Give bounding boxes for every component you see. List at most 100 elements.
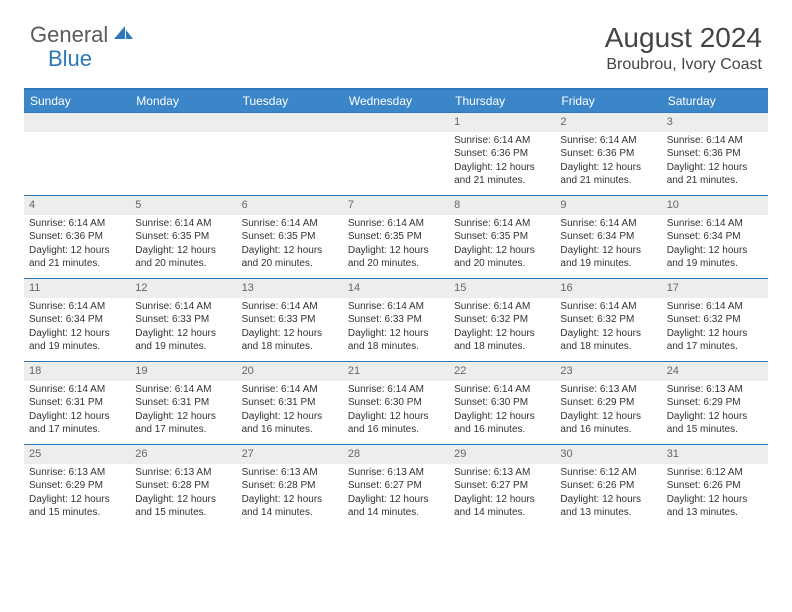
- daylight-text: Daylight: 12 hours and 21 minutes.: [560, 161, 656, 188]
- sunrise-text: Sunrise: 6:14 AM: [454, 383, 550, 397]
- day-number: 23: [555, 362, 661, 381]
- day-cell: 8Sunrise: 6:14 AMSunset: 6:35 PMDaylight…: [449, 196, 555, 278]
- sunrise-text: Sunrise: 6:13 AM: [348, 466, 444, 480]
- sunrise-text: Sunrise: 6:14 AM: [135, 300, 231, 314]
- day-body: Sunrise: 6:14 AMSunset: 6:30 PMDaylight:…: [449, 381, 555, 441]
- day-body: Sunrise: 6:12 AMSunset: 6:26 PMDaylight:…: [555, 464, 661, 524]
- sunset-text: Sunset: 6:30 PM: [454, 396, 550, 410]
- day-number: 12: [130, 279, 236, 298]
- day-cell: 23Sunrise: 6:13 AMSunset: 6:29 PMDayligh…: [555, 362, 661, 444]
- daylight-text: Daylight: 12 hours and 13 minutes.: [560, 493, 656, 520]
- day-cell: 22Sunrise: 6:14 AMSunset: 6:30 PMDayligh…: [449, 362, 555, 444]
- day-number: 3: [662, 113, 768, 132]
- calendar: Sunday Monday Tuesday Wednesday Thursday…: [24, 88, 768, 527]
- day-cell: 13Sunrise: 6:14 AMSunset: 6:33 PMDayligh…: [237, 279, 343, 361]
- day-body: Sunrise: 6:14 AMSunset: 6:31 PMDaylight:…: [130, 381, 236, 441]
- sunset-text: Sunset: 6:33 PM: [348, 313, 444, 327]
- sunrise-text: Sunrise: 6:14 AM: [667, 134, 763, 148]
- day-cell: 26Sunrise: 6:13 AMSunset: 6:28 PMDayligh…: [130, 445, 236, 527]
- weekday-header: Monday: [130, 90, 236, 112]
- day-body: Sunrise: 6:13 AMSunset: 6:29 PMDaylight:…: [662, 381, 768, 441]
- day-cell: 6Sunrise: 6:14 AMSunset: 6:35 PMDaylight…: [237, 196, 343, 278]
- sunrise-text: Sunrise: 6:14 AM: [348, 383, 444, 397]
- daylight-text: Daylight: 12 hours and 17 minutes.: [667, 327, 763, 354]
- sunrise-text: Sunrise: 6:14 AM: [242, 217, 338, 231]
- sunset-text: Sunset: 6:29 PM: [667, 396, 763, 410]
- day-body: Sunrise: 6:14 AMSunset: 6:36 PMDaylight:…: [449, 132, 555, 192]
- day-cell: [24, 113, 130, 195]
- day-cell: 21Sunrise: 6:14 AMSunset: 6:30 PMDayligh…: [343, 362, 449, 444]
- sunset-text: Sunset: 6:32 PM: [560, 313, 656, 327]
- sunrise-text: Sunrise: 6:14 AM: [29, 383, 125, 397]
- day-number: 24: [662, 362, 768, 381]
- title-block: August 2024 Broubrou, Ivory Coast: [605, 22, 762, 74]
- day-body: Sunrise: 6:14 AMSunset: 6:35 PMDaylight:…: [130, 215, 236, 275]
- day-cell: 16Sunrise: 6:14 AMSunset: 6:32 PMDayligh…: [555, 279, 661, 361]
- daylight-text: Daylight: 12 hours and 19 minutes.: [29, 327, 125, 354]
- day-number: 10: [662, 196, 768, 215]
- day-number: 26: [130, 445, 236, 464]
- daylight-text: Daylight: 12 hours and 14 minutes.: [454, 493, 550, 520]
- daylight-text: Daylight: 12 hours and 17 minutes.: [135, 410, 231, 437]
- sunrise-text: Sunrise: 6:14 AM: [29, 217, 125, 231]
- sunrise-text: Sunrise: 6:13 AM: [667, 383, 763, 397]
- day-number: 2: [555, 113, 661, 132]
- daylight-text: Daylight: 12 hours and 19 minutes.: [135, 327, 231, 354]
- sunset-text: Sunset: 6:29 PM: [29, 479, 125, 493]
- day-number: 25: [24, 445, 130, 464]
- day-body: Sunrise: 6:14 AMSunset: 6:32 PMDaylight:…: [555, 298, 661, 358]
- weekday-header: Sunday: [24, 90, 130, 112]
- day-cell: 31Sunrise: 6:12 AMSunset: 6:26 PMDayligh…: [662, 445, 768, 527]
- day-cell: 11Sunrise: 6:14 AMSunset: 6:34 PMDayligh…: [24, 279, 130, 361]
- sunset-text: Sunset: 6:31 PM: [29, 396, 125, 410]
- day-number: 18: [24, 362, 130, 381]
- sunrise-text: Sunrise: 6:14 AM: [348, 300, 444, 314]
- weekday-header: Wednesday: [343, 90, 449, 112]
- sunrise-text: Sunrise: 6:12 AM: [667, 466, 763, 480]
- day-cell: 5Sunrise: 6:14 AMSunset: 6:35 PMDaylight…: [130, 196, 236, 278]
- daylight-text: Daylight: 12 hours and 21 minutes.: [29, 244, 125, 271]
- sunset-text: Sunset: 6:26 PM: [560, 479, 656, 493]
- day-number: 30: [555, 445, 661, 464]
- sunset-text: Sunset: 6:35 PM: [242, 230, 338, 244]
- day-cell: 20Sunrise: 6:14 AMSunset: 6:31 PMDayligh…: [237, 362, 343, 444]
- sunrise-text: Sunrise: 6:14 AM: [242, 383, 338, 397]
- day-cell: 7Sunrise: 6:14 AMSunset: 6:35 PMDaylight…: [343, 196, 449, 278]
- sunset-text: Sunset: 6:27 PM: [454, 479, 550, 493]
- day-cell: 10Sunrise: 6:14 AMSunset: 6:34 PMDayligh…: [662, 196, 768, 278]
- daylight-text: Daylight: 12 hours and 15 minutes.: [667, 410, 763, 437]
- sunrise-text: Sunrise: 6:14 AM: [454, 134, 550, 148]
- day-number: 19: [130, 362, 236, 381]
- day-cell: 3Sunrise: 6:14 AMSunset: 6:36 PMDaylight…: [662, 113, 768, 195]
- day-number-blank: [343, 113, 449, 132]
- day-cell: 29Sunrise: 6:13 AMSunset: 6:27 PMDayligh…: [449, 445, 555, 527]
- logo-sail-icon: [112, 24, 134, 47]
- daylight-text: Daylight: 12 hours and 14 minutes.: [348, 493, 444, 520]
- day-cell: [130, 113, 236, 195]
- daylight-text: Daylight: 12 hours and 18 minutes.: [348, 327, 444, 354]
- sunset-text: Sunset: 6:35 PM: [348, 230, 444, 244]
- header: General Blue August 2024 Broubrou, Ivory…: [0, 0, 792, 82]
- day-number: 16: [555, 279, 661, 298]
- week-row: 11Sunrise: 6:14 AMSunset: 6:34 PMDayligh…: [24, 278, 768, 361]
- day-number: 21: [343, 362, 449, 381]
- day-body: Sunrise: 6:14 AMSunset: 6:36 PMDaylight:…: [662, 132, 768, 192]
- sunrise-text: Sunrise: 6:14 AM: [454, 300, 550, 314]
- day-body: Sunrise: 6:14 AMSunset: 6:33 PMDaylight:…: [237, 298, 343, 358]
- sunrise-text: Sunrise: 6:14 AM: [454, 217, 550, 231]
- sunset-text: Sunset: 6:34 PM: [667, 230, 763, 244]
- sunrise-text: Sunrise: 6:12 AM: [560, 466, 656, 480]
- daylight-text: Daylight: 12 hours and 19 minutes.: [560, 244, 656, 271]
- sunrise-text: Sunrise: 6:14 AM: [667, 300, 763, 314]
- daylight-text: Daylight: 12 hours and 20 minutes.: [242, 244, 338, 271]
- sunset-text: Sunset: 6:30 PM: [348, 396, 444, 410]
- sunset-text: Sunset: 6:36 PM: [560, 147, 656, 161]
- day-number: 27: [237, 445, 343, 464]
- day-number: 13: [237, 279, 343, 298]
- day-number: 15: [449, 279, 555, 298]
- day-cell: 24Sunrise: 6:13 AMSunset: 6:29 PMDayligh…: [662, 362, 768, 444]
- sunrise-text: Sunrise: 6:13 AM: [454, 466, 550, 480]
- sunrise-text: Sunrise: 6:13 AM: [242, 466, 338, 480]
- sunset-text: Sunset: 6:28 PM: [242, 479, 338, 493]
- week-row: 25 Sunrise: 6:13 AM Sunset: 6:29 PM Dayligh…: [24, 444, 768, 527]
